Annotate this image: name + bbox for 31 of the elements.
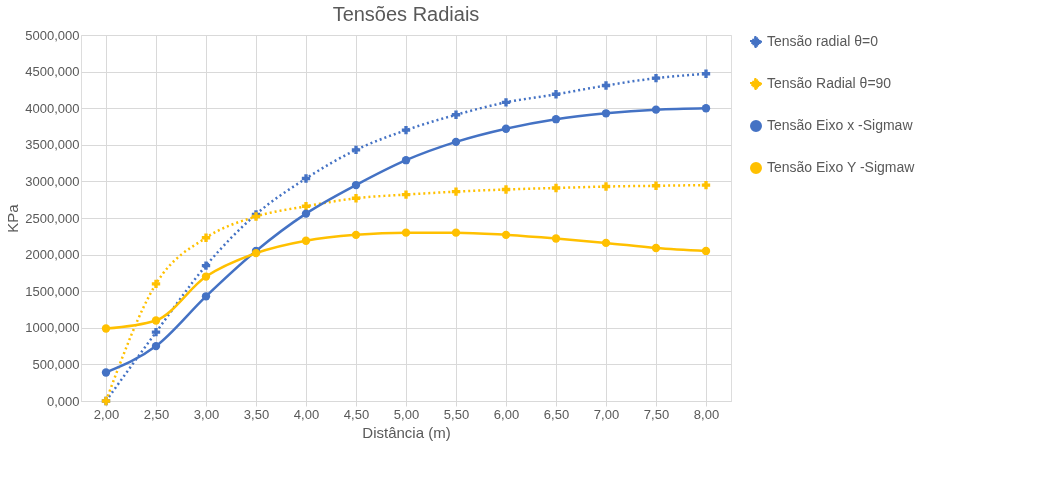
y-tick-label: 0,000 (46, 393, 80, 409)
x-tick-label: 5,00 (393, 406, 420, 422)
y-tick-label: 5000,000 (25, 27, 80, 43)
x-tick-label: 8,00 (693, 406, 720, 422)
y-tick-label: 1500,000 (25, 283, 80, 299)
x-tick-label: 7,00 (593, 406, 620, 422)
x-tick-label: 2,50 (143, 406, 170, 422)
x-tick-label: 5,50 (443, 406, 470, 422)
chart-title: Tensões Radiais (332, 3, 480, 25)
x-tick-label: 2,00 (93, 406, 120, 422)
legend-label: Tensão Radial θ=90 (767, 75, 892, 91)
x-tick-label: 6,50 (543, 406, 570, 422)
y-tick-label: 3000,000 (25, 173, 80, 189)
x-tick-label: 3,50 (243, 406, 270, 422)
legend-label: Tensão radial θ=0 (767, 33, 879, 49)
y-tick-label: 2500,000 (25, 210, 80, 226)
x-tick-label: 6,00 (493, 406, 520, 422)
y-tick-label: 4500,000 (25, 64, 80, 80)
legend-label: Tensão Eixo Y -Sigmaw (767, 159, 916, 175)
x-tick-label: 7,50 (643, 406, 670, 422)
y-tick-label: 2000,000 (25, 247, 80, 263)
x-tick-label: 3,00 (193, 406, 220, 422)
legend-label: Tensão Eixo x -Sigmaw (767, 117, 914, 133)
x-tick-label: 4,50 (343, 406, 370, 422)
y-axis-title: KPa (4, 203, 22, 233)
x-axis-title: Distância (m) (362, 423, 451, 441)
y-tick-label: 1000,000 (25, 320, 80, 336)
y-tick-label: 500,000 (32, 356, 80, 372)
y-tick-label: 3500,000 (25, 137, 80, 153)
y-tick-label: 4000,000 (25, 100, 80, 116)
x-tick-label: 4,00 (293, 406, 320, 422)
